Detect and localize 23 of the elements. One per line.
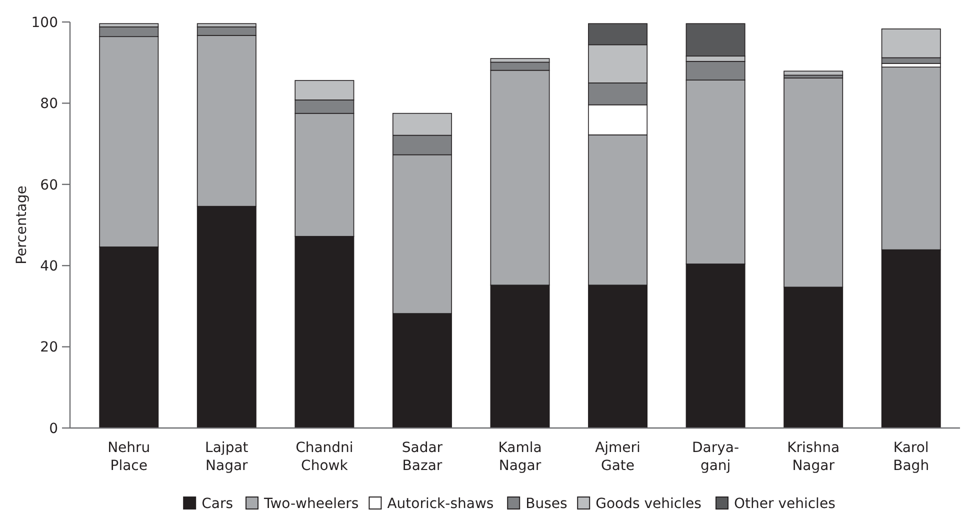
legend-label: Goods vehicles: [596, 496, 702, 512]
legend-label: Two-wheelers: [263, 496, 359, 512]
y-tick-label: 20: [40, 340, 58, 356]
x-tick-label: Ajmeri Gate: [595, 440, 640, 474]
y-axis-title: Percentage: [14, 186, 30, 264]
x-tick-label: Sadar Bazar: [402, 440, 443, 474]
y-tick-label: 40: [40, 258, 58, 274]
y-tick-label: 80: [40, 96, 58, 112]
y-tick-label: 60: [40, 177, 58, 194]
x-tick-label: Darya-ganj: [692, 440, 740, 474]
x-tick-label: Krishna Nagar: [787, 440, 840, 474]
y-tick-label: 0: [49, 420, 58, 437]
y-tick-label: 100: [31, 14, 58, 31]
legend-label: Autorick-shaws: [387, 496, 494, 512]
legend-label: Buses: [526, 496, 568, 512]
x-tick-label: Karol Bagh: [893, 440, 930, 474]
x-tick-label: Nehru Place: [108, 440, 150, 474]
x-tick-label: Chandni Chowk: [296, 440, 354, 474]
x-tick-label: Lajpat Nagar: [205, 440, 249, 474]
bar: [784, 70, 844, 76]
x-tick-label: Kamla Nagar: [498, 440, 542, 474]
legend-label: Other vehicles: [734, 496, 836, 512]
legend-label: Cars: [202, 496, 234, 512]
